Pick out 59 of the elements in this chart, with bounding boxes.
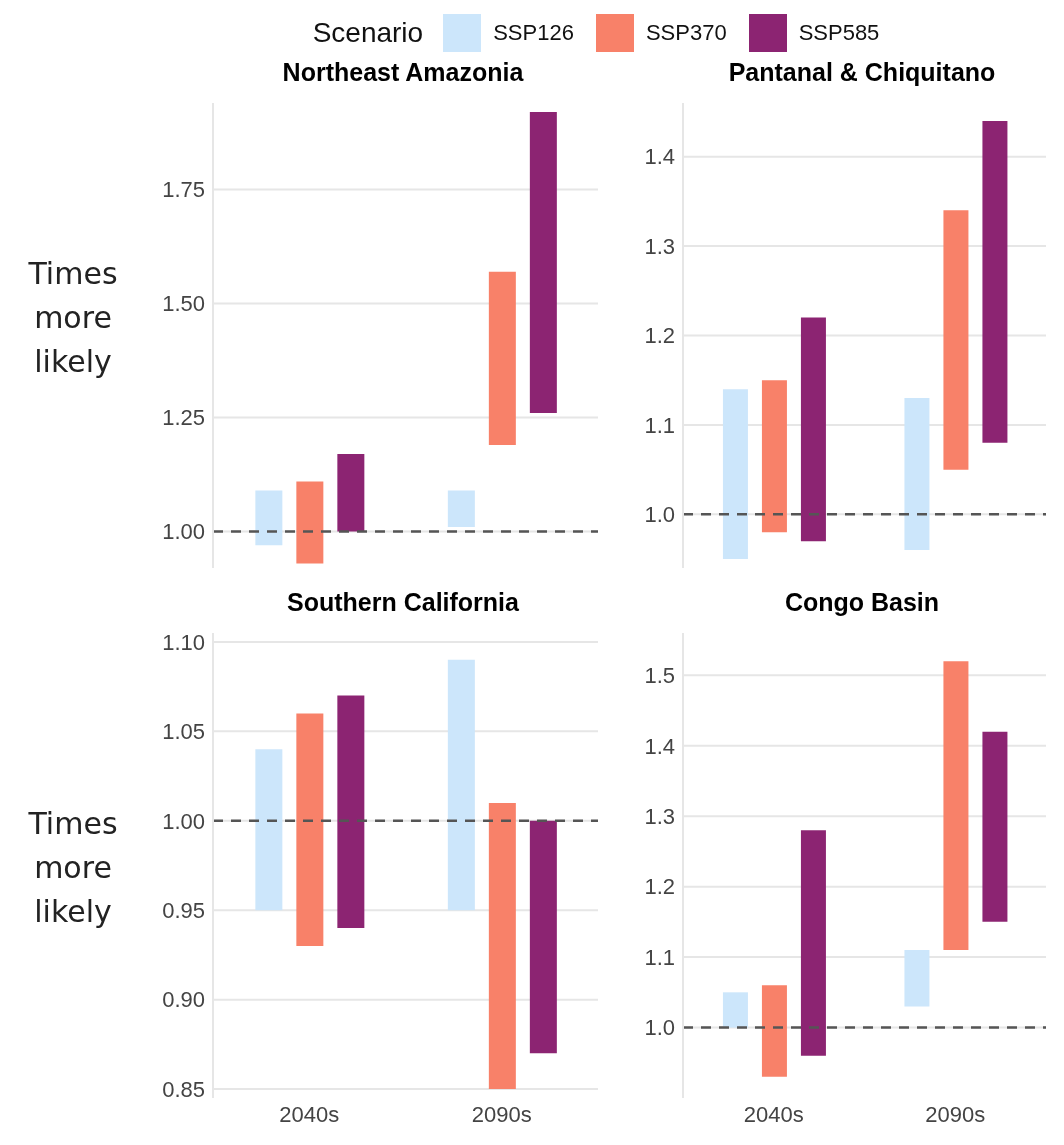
legend-label: SSP126 xyxy=(493,20,574,46)
y-tick-label: 1.5 xyxy=(644,663,675,689)
y-tick-label: 1.4 xyxy=(644,144,675,170)
bar xyxy=(722,389,748,560)
y-tick-label: 1.05 xyxy=(162,719,205,745)
legend-title: Scenario xyxy=(312,17,424,49)
y-tick-label: 1.0 xyxy=(644,502,675,528)
legend-label: SSP370 xyxy=(645,20,727,46)
y-tick-label: 1.2 xyxy=(644,874,675,900)
y-tick-label: 0.90 xyxy=(162,987,205,1013)
bar xyxy=(488,802,516,1090)
bar xyxy=(761,985,787,1077)
bar xyxy=(529,820,557,1054)
x-tick-label: 2090s xyxy=(925,1101,986,1127)
chart-title: Congo Basin xyxy=(783,588,941,618)
x-tick-label: 2090s xyxy=(471,1101,532,1127)
bar xyxy=(337,695,365,929)
bar xyxy=(982,731,1008,922)
y-tick-label: 1.25 xyxy=(162,405,205,431)
legend-label: SSP585 xyxy=(798,20,880,46)
y-tick-label: 1.3 xyxy=(644,803,675,829)
chart-title: Northeast Amazonia xyxy=(281,58,525,88)
y-tick-label: 1.50 xyxy=(162,291,205,317)
bar xyxy=(904,950,930,1007)
x-tick-label: 2040s xyxy=(743,1101,804,1127)
bar xyxy=(488,271,516,445)
bar xyxy=(447,659,475,911)
bar xyxy=(337,454,365,532)
y-tick-label: 0.95 xyxy=(162,898,205,924)
bar xyxy=(255,490,283,546)
y-tick-label: 1.75 xyxy=(162,177,205,203)
bar xyxy=(447,490,475,527)
bar xyxy=(529,112,557,413)
y-axis-title: Times more likely xyxy=(27,255,119,381)
y-tick-label: 1.1 xyxy=(644,944,675,970)
y-tick-label: 1.1 xyxy=(644,412,675,438)
y-tick-label: 1.2 xyxy=(644,323,675,349)
y-tick-label: 1.00 xyxy=(162,808,205,834)
y-axis-title: Times more likely xyxy=(27,805,119,931)
bar xyxy=(255,749,283,911)
chart-title: Southern California xyxy=(286,588,520,618)
chart-title: Pantanal & Chiquitano xyxy=(727,58,997,88)
bar xyxy=(943,661,969,951)
bar xyxy=(800,830,826,1056)
y-tick-label: 1.4 xyxy=(644,733,675,759)
bar xyxy=(982,120,1008,443)
bar xyxy=(296,481,324,564)
y-tick-label: 1.0 xyxy=(644,1015,675,1041)
y-tick-label: 1.00 xyxy=(162,519,205,545)
bar xyxy=(800,317,826,542)
x-tick-label: 2040s xyxy=(279,1101,340,1127)
bar xyxy=(904,398,930,551)
y-tick-label: 0.85 xyxy=(162,1076,205,1102)
bar xyxy=(722,992,748,1028)
y-tick-label: 1.3 xyxy=(644,233,675,259)
bar xyxy=(296,713,324,946)
bar xyxy=(761,380,787,533)
y-tick-label: 1.10 xyxy=(162,629,205,655)
bar xyxy=(943,210,969,470)
